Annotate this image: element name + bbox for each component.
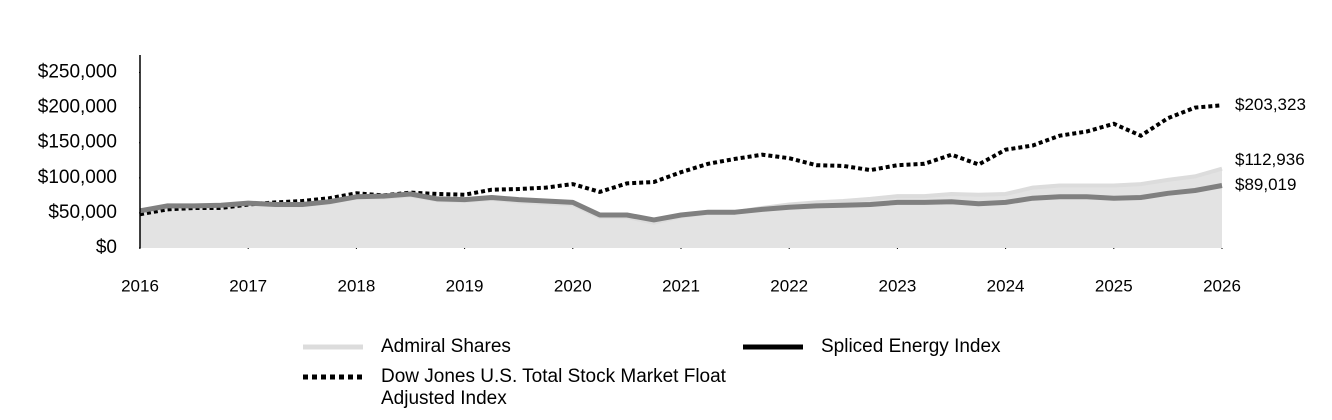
legend-label: Spliced Energy Index [821, 336, 1001, 357]
y-tick-label: $250,000 [38, 62, 117, 83]
y-tick-label: $50,000 [48, 202, 117, 223]
x-tick-label: 2020 [554, 276, 592, 295]
legend-item: Dow Jones U.S. Total Stock Market Float … [303, 366, 726, 410]
area [140, 168, 1222, 248]
end-label: $89,019 [1235, 175, 1296, 194]
y-tick-label: $0 [96, 237, 117, 258]
legend-item: Spliced Energy Index [743, 336, 1166, 358]
legend-swatch [303, 374, 363, 380]
end-label: $112,936 [1235, 150, 1305, 169]
x-tick-label: 2023 [878, 276, 916, 295]
x-tick-label: 2026 [1203, 276, 1241, 295]
line [139, 183, 1223, 223]
end-label: $203,323 [1235, 95, 1306, 114]
x-tick-label: 2016 [121, 276, 159, 295]
x-tick-label: 2025 [1095, 276, 1133, 295]
y-tick-label: $150,000 [38, 132, 117, 153]
x-tick-label: 2022 [770, 276, 808, 295]
x-tick-label: 2021 [662, 276, 700, 295]
legend-label: Admiral Shares [381, 336, 511, 357]
x-tick-label: 2019 [446, 276, 484, 295]
y-tick-label: $200,000 [38, 97, 117, 118]
y-tick-label: $100,000 [38, 167, 117, 188]
legend-swatch [303, 344, 363, 350]
x-tick-label: 2017 [229, 276, 267, 295]
x-tick-label: 2018 [337, 276, 375, 295]
x-tick-label: 2024 [987, 276, 1025, 295]
legend-item: Admiral Shares [303, 336, 726, 358]
legend-swatch [743, 344, 803, 350]
legend-label: Dow Jones U.S. Total Stock Market Float … [381, 366, 726, 409]
line [139, 103, 1223, 217]
